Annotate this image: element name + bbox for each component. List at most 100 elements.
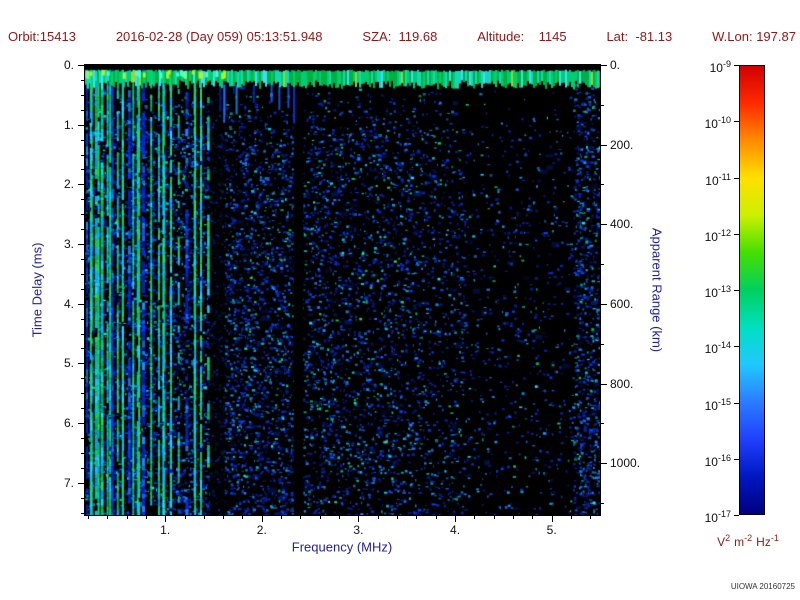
x-axis-tick-label: 4. [450,523,461,537]
y-axis-tick-label: 5. [63,356,74,371]
right-axis-minor-tick [601,423,604,425]
colorbar-tick [734,233,739,235]
x-axis-tick-label: 1. [160,523,171,537]
right-axis-major-tick [601,463,607,465]
y-axis-minor-tick [81,378,84,380]
x-axis-minor-tick [590,516,592,519]
right-axis-major-tick [601,303,607,305]
x-axis-minor-tick [397,516,399,519]
y-axis-minor-tick [81,452,84,454]
x-axis-minor-tick [493,516,495,519]
right-axis-minor-tick [601,184,604,186]
right-axis-major-tick [601,65,607,66]
y-axis-minor-tick [81,214,84,216]
x-axis-tick-label: 5. [546,523,557,537]
y-axis-minor-tick [81,438,84,439]
colorbar-tick-label: 10-10 [704,115,731,132]
y-axis-major-tick [78,65,84,66]
colorbar-tick [734,65,739,66]
y-axis-tick-label: 6. [63,416,74,431]
unit-part: m-2 [734,533,753,549]
y-axis-minor-tick [81,79,84,81]
x-axis-minor-tick [532,516,534,519]
colorbar-tick [734,290,739,291]
x-axis-major-tick [455,516,457,522]
x-axis-minor-tick [223,516,225,519]
colorbar-unit-label: V2 m-2 Hz-1 [690,533,800,549]
x-axis-major-tick [358,516,360,522]
y-axis-title: Time Delay (ms) [29,242,45,338]
colorbar [739,65,765,515]
west-longitude-label: W.Lon: 197.87 [712,29,796,44]
y-axis-minor-tick [81,318,84,320]
x-axis-tick-label: 2. [256,523,267,537]
right-axis-tick-label: 1000. [610,456,641,471]
colorbar-tick-label: 10-9 [709,59,731,75]
x-axis-minor-tick [435,516,437,519]
y-axis-minor-tick [81,333,84,335]
y-axis-minor-tick [81,258,84,260]
x-axis-major-tick [261,516,263,522]
x-axis-minor-tick [474,516,476,519]
y-axis-major-tick [78,184,84,186]
sza-label: SZA: 119.68 [362,29,438,44]
y-axis-minor-tick [81,348,84,350]
y-axis-minor-tick [81,94,84,96]
datetime-label: 2016-02-28 (Day 059) 05:13:51.948 [115,29,323,44]
x-axis-minor-tick [339,516,341,519]
spectrogram-canvas [85,65,600,515]
unit-part: Hz-1 [756,533,779,549]
right-axis-minor-tick [601,264,604,266]
y-axis-major-tick [78,482,84,484]
right-axis-major-tick [601,144,607,146]
y-axis-minor-tick [81,169,84,171]
colorbar-tick-label: 10-16 [704,452,731,469]
x-axis-minor-tick [416,516,418,519]
x-axis-minor-tick [145,516,147,519]
colorbar-tick [734,121,739,123]
right-axis-minor-tick [601,503,604,505]
y-axis-minor-tick [81,154,84,156]
right-axis-major-tick [601,224,607,226]
right-axis-title: Apparent Range (km) [649,227,665,353]
colorbar-tick-label: 10-13 [704,284,731,300]
x-axis-minor-tick [87,516,89,519]
x-axis-minor-tick [571,516,572,519]
x-axis-tick-label: 3. [353,523,364,537]
x-axis-minor-tick [126,516,128,519]
y-axis-minor-tick [81,393,84,395]
right-axis-tick-label: 600. [610,296,634,311]
y-axis-major-tick [78,244,84,246]
y-axis-tick-label: 3. [63,237,74,252]
x-axis-minor-tick [184,516,186,519]
x-axis-minor-tick [107,516,109,519]
colorbar-tick-label: 10-14 [704,340,731,357]
y-axis-minor-tick [81,512,84,514]
y-axis-tick-label: 7. [63,475,74,490]
right-axis-tick-label: 400. [610,217,634,232]
x-axis-minor-tick [203,516,205,519]
x-axis-minor-tick [281,516,283,519]
y-axis-major-tick [78,303,84,305]
colorbar-tick [734,515,739,516]
x-axis-minor-tick [513,516,515,519]
colorbar-tick-label: 10-12 [704,227,731,244]
y-axis-tick-label: 0. [63,58,74,72]
y-axis-minor-tick [81,273,84,275]
y-axis-minor-tick [81,199,84,201]
colorbar-tick-label: 10-15 [704,396,731,413]
x-axis-minor-tick [377,516,379,519]
y-axis-minor-tick [81,497,84,499]
colorbar-tick [734,458,739,460]
x-axis-title: Frequency (MHz) [291,539,393,555]
right-axis-tick-label: 200. [610,137,634,152]
orbit-label: Orbit:15413 [8,29,76,44]
x-axis-major-tick [551,516,553,522]
credit-text: UIOWA 20160725 [730,582,795,591]
unit-part: V2 [717,533,731,549]
x-axis-minor-tick [242,516,244,519]
y-axis-minor-tick [81,139,84,141]
colorbar-tick-label: 10-17 [704,509,731,525]
y-axis-minor-tick [81,288,84,290]
y-axis-minor-tick [81,109,84,111]
